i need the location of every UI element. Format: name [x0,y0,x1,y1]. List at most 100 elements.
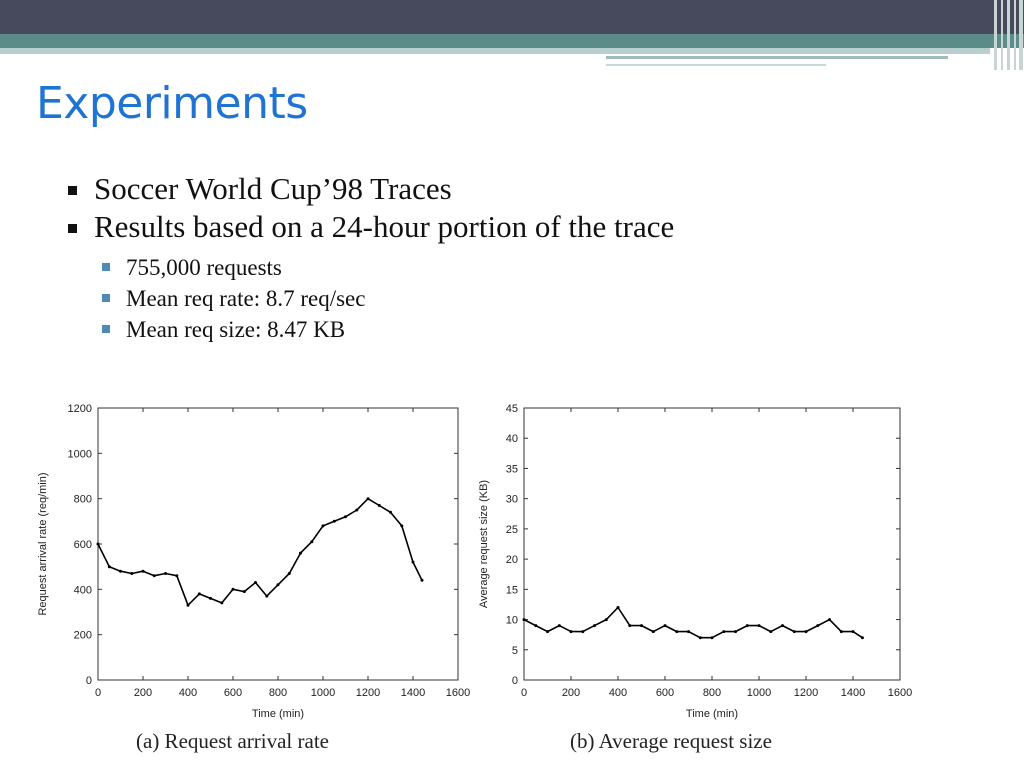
x-tick-label: 600 [224,687,242,699]
data-point [860,636,864,640]
bullet-list: Soccer World Cup’98 Traces Results based… [66,170,674,246]
data-point [698,636,702,640]
request-arrival-rate-chart: 0 200 400 600 800 1000 1200 1400 1600 0 200 400 600 8… [37,403,470,720]
y-tick-label: 0 [512,675,518,687]
data-point [220,601,224,605]
x-tick-label: 1600 [888,687,912,699]
data-point [152,574,156,578]
y-tick-label: 1200 [68,403,92,415]
data-point [710,636,714,640]
data-point [675,630,679,634]
data-point [321,524,325,528]
y-tick-label: 35 [506,463,518,475]
plot-frame [97,407,459,681]
data-point [287,572,291,575]
x-tick-label: 400 [609,687,627,699]
data-point [781,624,784,628]
data-point [722,630,726,634]
chart-caption-a: (a) Request arrival rate [136,729,329,753]
y-tick-label: 10 [506,615,518,627]
data-point [141,569,145,573]
decorative-rule [606,56,948,59]
chart-caption-b: (b) Average request size [570,729,772,753]
data-point [604,618,608,622]
data-point [186,603,190,607]
x-tick-label: 600 [656,687,674,699]
data-point [616,606,620,609]
y-tick-label: 30 [506,494,518,506]
x-tick-label: 1000 [747,687,771,699]
y-tick-label: 800 [74,494,92,506]
y-tick-label: 600 [74,539,92,551]
x-tick-label: 800 [269,687,287,699]
y-tick-label: 5 [512,645,518,657]
data-point [769,630,773,634]
data-point [651,630,655,634]
data-point [377,504,381,507]
y-tick-label: 1000 [68,448,92,460]
data-point [107,565,111,569]
y-tick-label: 15 [506,584,518,596]
data-point [569,630,573,634]
data-point [593,624,596,628]
data-point [687,630,690,634]
sub-bullet-list: 755,000 requests Mean req rate: 8.7 req/… [102,252,365,345]
y-tick-label: 200 [74,630,92,642]
x-tick-label: 1200 [794,687,818,699]
x-tick-label: 1000 [311,687,335,699]
data-point [355,508,359,512]
data-point [389,510,392,514]
data-point [628,624,632,628]
data-point [130,572,134,575]
series-line [523,606,863,639]
data-point [265,594,269,598]
sub-bullet-item: Mean req size: 8.47 KB [102,314,365,345]
x-axis-label: Time (min) [686,708,738,720]
x-tick-label: 0 [95,687,101,699]
data-point [197,592,201,596]
y-tick-label: 20 [506,554,518,566]
data-point [828,618,831,622]
data-point [663,624,667,628]
average-request-size-chart: 0 200 400 600 800 1000 1200 1400 1600 0 5 10 15 20 25 3… [478,403,912,720]
y-tick-label: 25 [506,524,518,536]
bullet-item: Results based on a 24-hour portion of th… [66,208,674,246]
data-point [534,624,538,628]
data-point [366,497,370,501]
bullet-item: Soccer World Cup’98 Traces [66,170,674,208]
x-tick-label: 200 [562,687,580,699]
y-tick-label: 400 [74,584,92,596]
data-point [557,624,561,628]
data-point [344,515,347,519]
data-point [209,596,212,600]
data-point [640,624,643,628]
sub-bullet-item: Mean req rate: 8.7 req/sec [102,283,365,314]
data-point [119,569,122,573]
sub-bullet-item: 755,000 requests [102,252,365,283]
data-point [546,630,549,634]
y-axis-label: Request arrival rate (req/min) [37,472,49,615]
x-axis-label: Time (min) [252,708,304,720]
series-line [97,497,423,606]
x-tick-label: 1600 [446,687,470,699]
data-point [522,618,526,622]
data-point [411,560,415,564]
data-point [276,583,280,587]
x-tick-label: 1400 [401,687,425,699]
light-teal-band [0,48,990,54]
data-point [310,540,314,544]
data-point [231,587,235,591]
teal-band [0,34,1024,48]
y-tick-label: 0 [86,675,92,687]
data-point [804,630,808,634]
x-tick-label: 200 [134,687,152,699]
data-point [254,581,257,584]
plot-frame [523,407,901,681]
data-point [839,630,843,634]
data-point [164,572,167,575]
data-point [332,519,336,523]
data-point [757,624,761,628]
data-point [96,542,100,546]
decorative-rule [606,64,826,66]
y-axis-label: Average request size (KB) [478,480,490,608]
